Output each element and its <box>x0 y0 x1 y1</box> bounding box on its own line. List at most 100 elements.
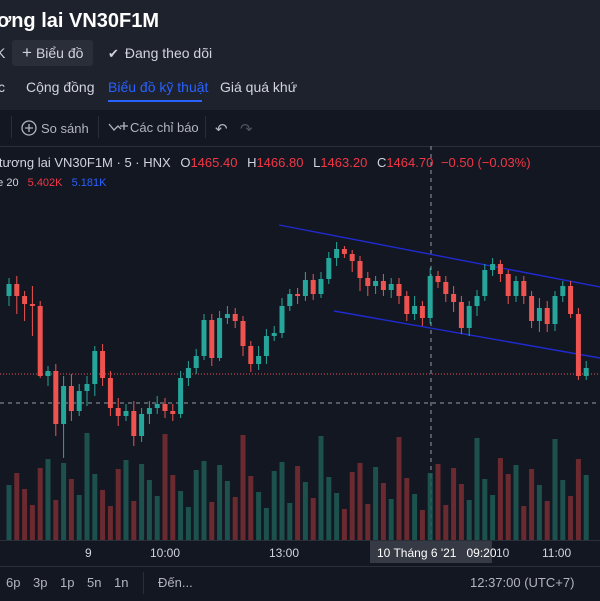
toolbar-divider <box>11 116 12 138</box>
time-axis[interactable] <box>0 540 600 565</box>
volume-bar <box>560 480 566 540</box>
candle-body <box>427 276 433 318</box>
crosshair-time-label-box <box>370 541 492 563</box>
range-6m[interactable]: 6p <box>6 575 21 590</box>
volume-bar <box>162 434 168 540</box>
candle-body <box>224 314 230 318</box>
legend-symbol: g tương lai VN30F1M · 5 · HNX <box>0 155 171 170</box>
volume-bar <box>37 468 43 540</box>
volume-bar <box>451 468 457 540</box>
range-1m[interactable]: 1p <box>60 575 75 590</box>
volume-bar <box>201 461 207 540</box>
time-axis-label: 10 <box>496 546 510 560</box>
volume-bar <box>115 469 121 540</box>
ohlc-legend: g tương lai VN30F1M · 5 · HNX O1465.40 H… <box>0 155 531 170</box>
volume-bar <box>544 501 550 540</box>
volume-bar <box>76 495 82 540</box>
volume-bar <box>341 509 347 540</box>
compare-button[interactable]: So sánh <box>21 120 89 136</box>
goto-date-button[interactable]: Đến... <box>158 575 193 590</box>
volume-bar <box>412 494 418 540</box>
candle-body <box>178 378 184 414</box>
range-3m[interactable]: 3p <box>33 575 48 590</box>
volume-bar <box>263 508 269 540</box>
volume-bar <box>575 459 581 540</box>
candle-body <box>146 408 152 414</box>
chart-toolbar <box>0 110 600 147</box>
candle-body <box>365 278 371 286</box>
time-axis-label: 13:00 <box>269 546 300 560</box>
clock-display[interactable]: 12:37:00 (UTC+7) <box>470 575 575 590</box>
candle-body <box>61 386 67 424</box>
candle-body <box>529 296 535 321</box>
candle-body <box>6 284 12 296</box>
candle-body <box>419 306 425 318</box>
candle-body <box>287 294 293 306</box>
candle-body <box>170 411 176 414</box>
candle-body <box>209 320 215 358</box>
volume-bar <box>529 469 535 540</box>
volume-bar <box>357 463 363 540</box>
time-axis-label: 10:00 <box>150 546 181 560</box>
candle-body <box>341 249 347 254</box>
active-tab-indicator <box>108 100 202 102</box>
volume-bar <box>536 485 542 540</box>
candle-body <box>396 284 402 296</box>
compare-label: So sánh <box>41 121 89 136</box>
candle-body <box>217 318 223 358</box>
volume-bar <box>92 474 98 540</box>
legend-high: 1466.80 <box>256 155 304 170</box>
candle-body <box>568 286 574 314</box>
redo-icon[interactable]: ↷ <box>240 121 253 138</box>
time-axis-label: 11:00 <box>542 546 572 560</box>
volume-bar <box>217 465 223 540</box>
undo-icon[interactable]: ↶ <box>215 121 228 138</box>
volume-bar <box>419 510 425 540</box>
candle-body <box>326 258 332 279</box>
indicators-button[interactable]: Các chỉ báo <box>108 120 199 135</box>
candle-body <box>318 279 324 294</box>
price-chart[interactable] <box>0 146 600 540</box>
volume-legend-label: me 20 <box>0 177 19 189</box>
volume-bar <box>154 496 160 540</box>
volume-bar <box>271 471 277 540</box>
volume-bar <box>209 502 215 540</box>
upper-trendline <box>278 224 600 288</box>
candle-body <box>154 404 160 408</box>
candle-body <box>458 302 464 328</box>
candle-body <box>22 296 28 304</box>
candle-body <box>248 346 254 364</box>
page-title: ơng lai VN30F1M <box>0 10 160 32</box>
volume-bar <box>388 499 394 540</box>
plus-icon: + <box>22 43 32 62</box>
toolbar-divider <box>98 116 99 138</box>
lower-trendline <box>333 310 600 359</box>
candle-body <box>302 280 308 296</box>
volume-bar <box>482 479 488 540</box>
range-1d[interactable]: 1n <box>114 575 129 590</box>
header-bar <box>0 0 600 110</box>
candle-body <box>490 264 496 270</box>
range-5d[interactable]: 5n <box>87 575 102 590</box>
following-button[interactable]: ✔ Đang theo dõi <box>108 40 212 66</box>
tab-overview[interactable]: c <box>0 79 5 95</box>
add-chart-label: Biểu đồ <box>35 45 84 61</box>
candle-body <box>232 314 238 321</box>
compare-plus-circle-icon <box>21 120 37 136</box>
candle-body <box>536 308 542 321</box>
volume-bar <box>61 463 67 540</box>
legend-high-label: H <box>247 155 257 170</box>
candle-body <box>380 281 386 290</box>
tab-history[interactable]: Giá quá khứ <box>220 79 298 95</box>
volume-bar <box>287 503 293 540</box>
candle-body <box>575 314 581 376</box>
volume-bar <box>84 433 90 540</box>
add-chart-button[interactable]: + Biểu đồ <box>12 40 94 66</box>
tab-community[interactable]: Cộng đồng <box>26 79 95 95</box>
volume-bar <box>240 435 246 540</box>
volume-bars <box>6 433 589 540</box>
volume-bar <box>139 464 145 540</box>
candle-body <box>271 333 277 336</box>
tab-technical-chart[interactable]: Biểu đồ kỹ thuật <box>108 79 209 95</box>
volume-bar <box>295 466 301 540</box>
